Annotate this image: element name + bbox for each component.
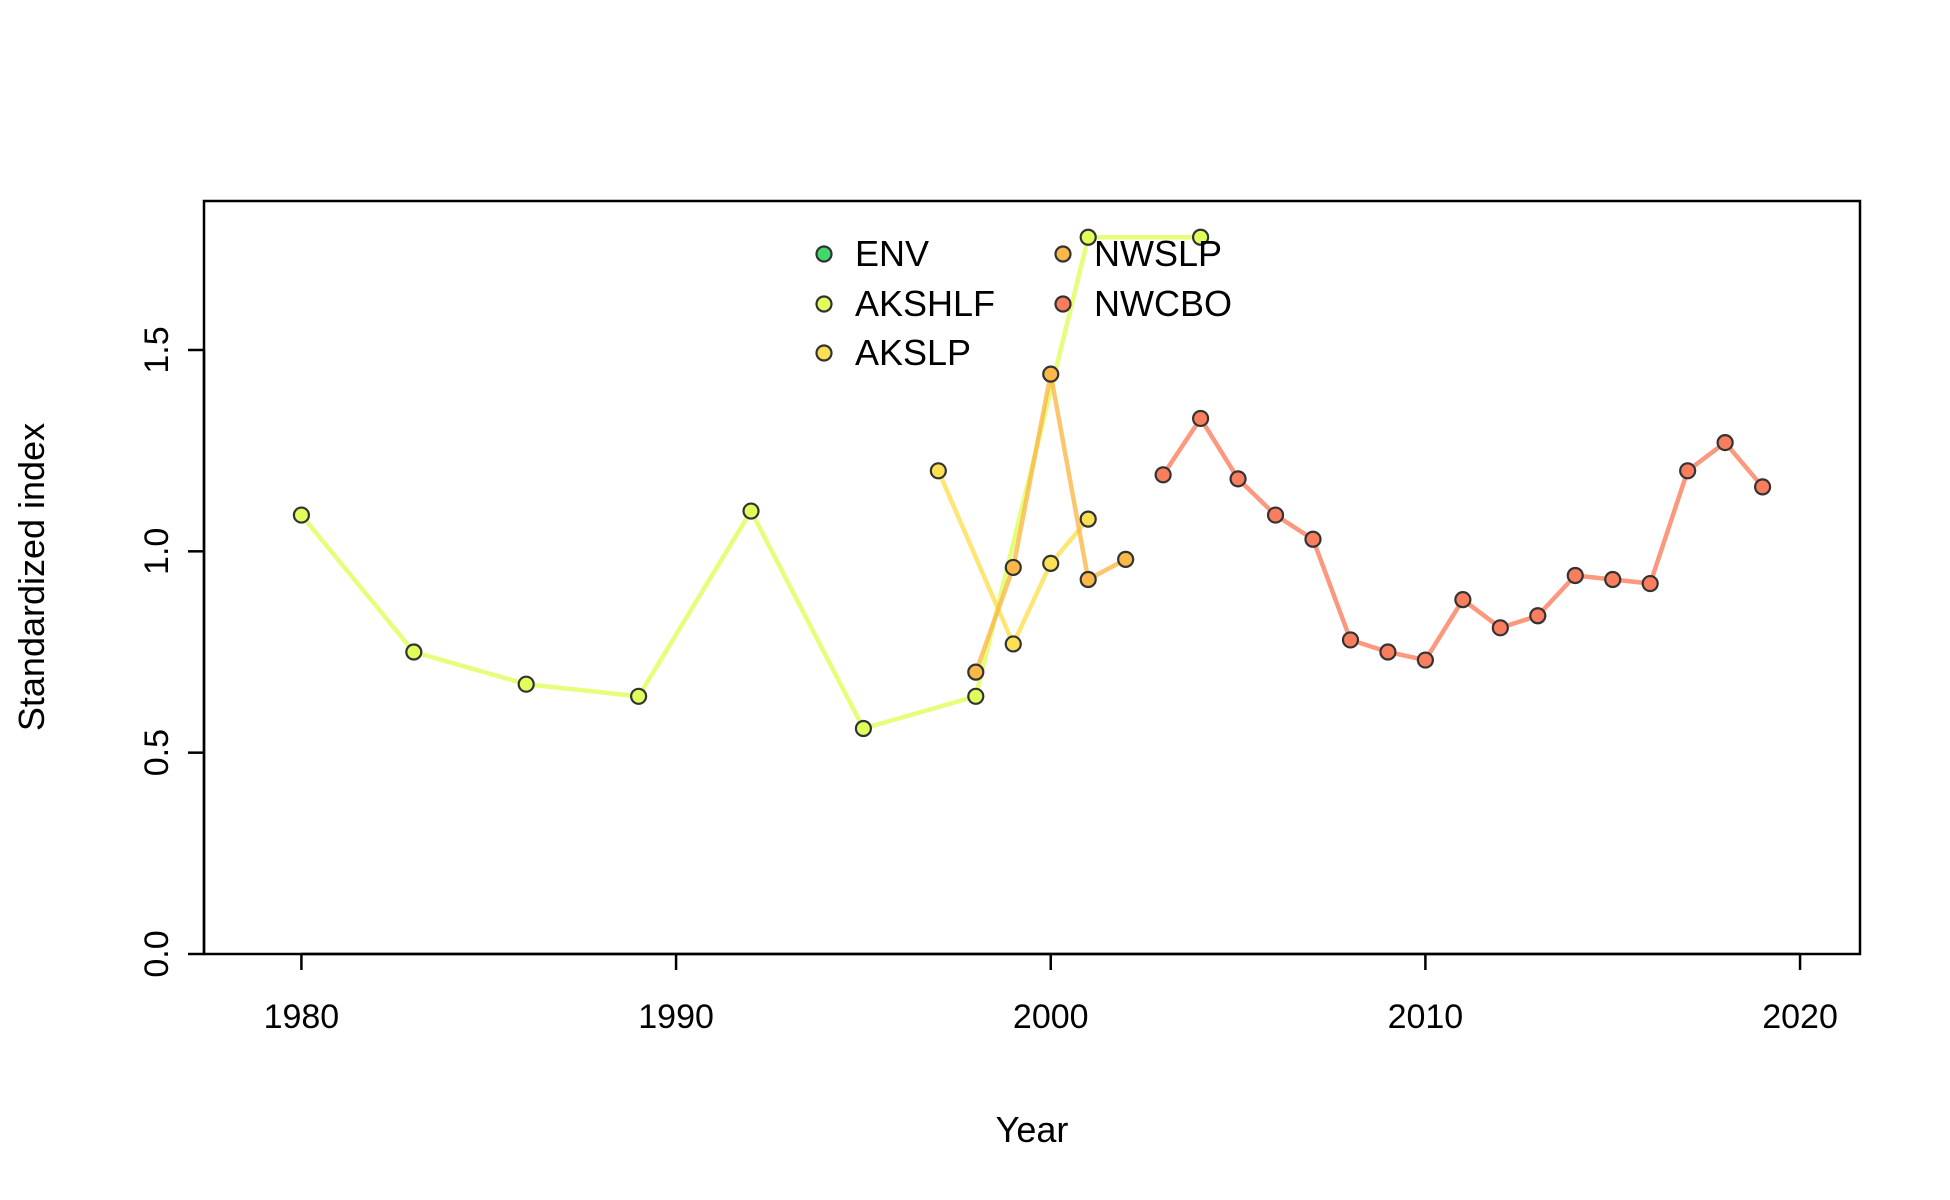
point-akshlf-1983 (405, 643, 423, 661)
point-nwcbo-2008 (1341, 631, 1360, 649)
point-akslp-2001 (1079, 510, 1097, 528)
legend-label-nwslp: NWSLP (1094, 233, 1222, 274)
point-nwslp-2000 (1042, 365, 1060, 383)
point-nwcbo-2013 (1529, 607, 1547, 625)
y-tick-label-2: 1.0 (138, 528, 176, 575)
series-line-nwcbo (1161, 416, 1765, 663)
point-nwcbo-2016 (1641, 574, 1659, 593)
y-tick-label-3: 1.5 (138, 326, 176, 373)
point-nwcbo-2011 (1454, 591, 1472, 609)
legend-marker-nwcbo (1054, 295, 1072, 313)
point-nwcbo-2017 (1679, 462, 1697, 480)
point-nwcbo-2009 (1379, 643, 1397, 661)
x-tick-label-2020: 2020 (1762, 998, 1838, 1036)
point-akslp-1999 (1004, 635, 1022, 653)
point-nwcbo-2012 (1491, 619, 1509, 637)
legend-marker-akslp (815, 344, 833, 362)
legend-marker-akshlf (815, 295, 833, 313)
point-nwcbo-2019 (1753, 478, 1772, 496)
point-nwcbo-2018 (1716, 434, 1734, 452)
series-points (292, 228, 1772, 738)
point-akshlf-2001 (1079, 228, 1097, 246)
point-nwcbo-2005 (1229, 470, 1247, 488)
series-line-akslp (936, 469, 1090, 647)
y-axis: 0.0 0.5 1.0 1.5 (138, 326, 206, 978)
point-akshlf-1986 (517, 675, 535, 693)
legend-label-akshlf: AKSHLF (855, 283, 995, 324)
x-tick-label-2010: 2010 (1388, 998, 1464, 1036)
point-akshlf-1995 (854, 719, 873, 738)
x-axis-title: Year (996, 1109, 1069, 1150)
point-nwcbo-2014 (1566, 566, 1584, 585)
point-nwcbo-2004 (1191, 409, 1210, 428)
series-lines (299, 234, 1765, 731)
point-akslp-2000 (1042, 554, 1060, 573)
y-axis-title: Standardized index (11, 423, 52, 731)
series-line-nwslp (973, 371, 1127, 673)
point-akshlf-2004 (1191, 228, 1210, 246)
point-nwslp-2002 (1117, 550, 1135, 568)
point-nwcbo-2003 (1154, 466, 1172, 484)
y-tick-label-1: 0.5 (138, 729, 176, 776)
point-nwslp-1998 (967, 663, 985, 681)
point-akshlf-1989 (630, 687, 648, 705)
point-akslp-1997 (929, 462, 947, 480)
legend-label-env: ENV (855, 233, 929, 274)
point-nwcbo-2006 (1266, 506, 1285, 524)
y-tick-label-0: 0.0 (138, 930, 176, 977)
point-akshlf-1998 (967, 687, 985, 705)
legend-marker-env (815, 245, 833, 263)
point-nwcbo-2015 (1604, 570, 1622, 589)
point-akshlf-1992 (742, 502, 760, 520)
point-nwslp-1999 (1004, 558, 1022, 577)
x-axis: 1980 1990 2000 2010 2020 (264, 952, 1838, 1036)
legend-label-akslp: AKSLP (855, 332, 971, 373)
x-tick-label-1980: 1980 (264, 998, 340, 1036)
legend-marker-nwslp (1054, 245, 1072, 263)
point-nwslp-2001 (1079, 570, 1097, 589)
point-nwcbo-2010 (1416, 651, 1434, 669)
legend: ENV AKSHLF AKSLP NWSLP NWCBO (815, 233, 1232, 373)
x-tick-label-2000: 2000 (1013, 998, 1089, 1036)
point-nwcbo-2007 (1304, 530, 1322, 548)
legend-label-nwcbo: NWCBO (1094, 283, 1232, 324)
x-tick-label-1990: 1990 (638, 998, 714, 1036)
point-akshlf-1980 (292, 506, 311, 524)
